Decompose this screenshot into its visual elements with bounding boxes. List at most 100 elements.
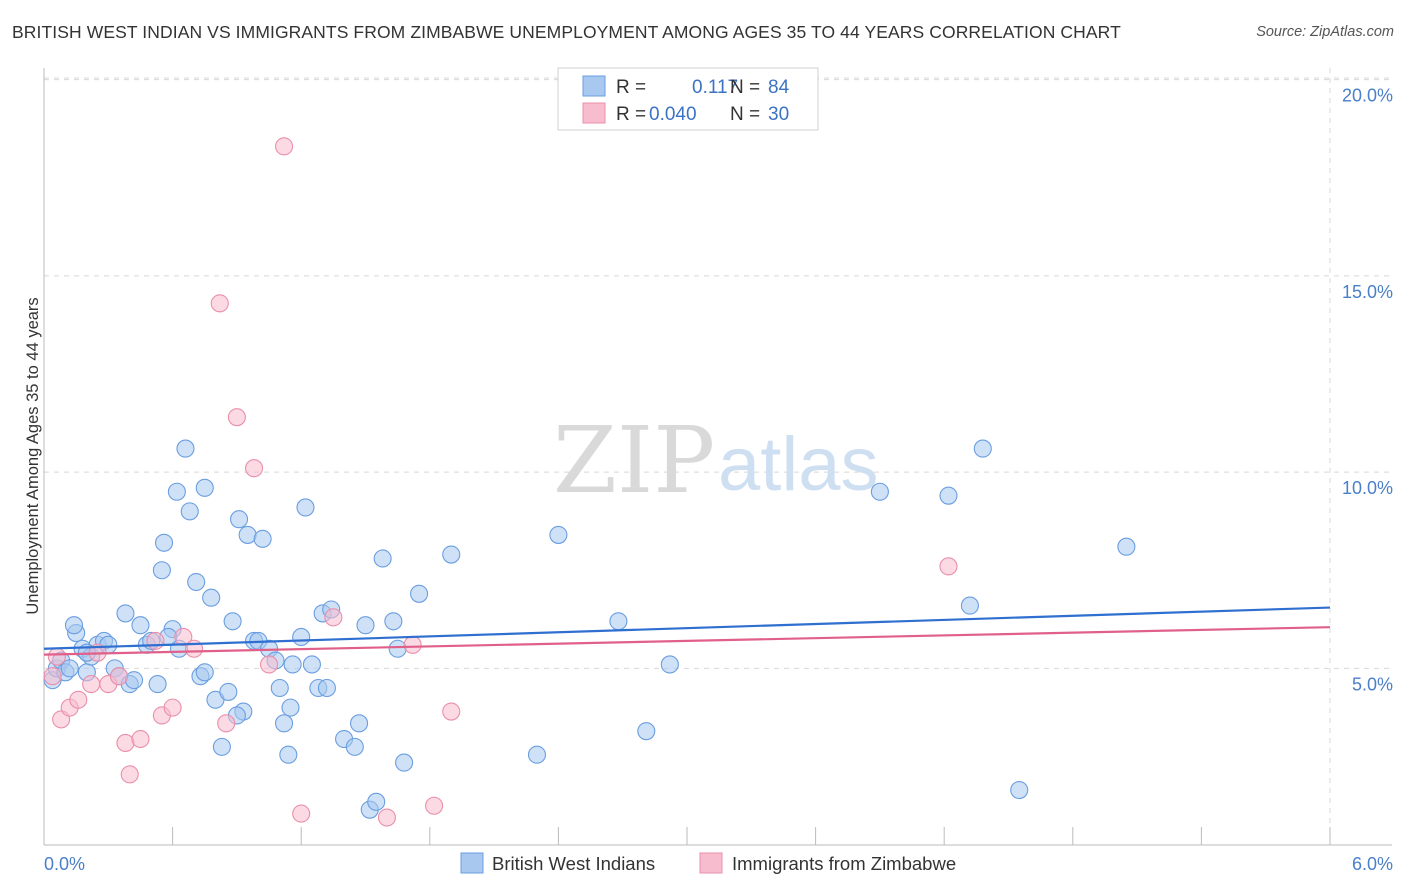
point-immigrants-from-zimbabwe-23: [292, 804, 311, 823]
y-axis-title: Unemployment Among Ages 35 to 44 years: [24, 297, 42, 614]
trend-lines: [43, 606, 1331, 656]
y-tick-label-2: 15.0%: [1342, 282, 1393, 302]
point-british-west-indians-60: [367, 792, 386, 811]
legend-r-value-1: 0.117: [692, 77, 738, 98]
series-immigrants-from-zimbabwe: [43, 137, 958, 827]
point-immigrants-from-zimbabwe-27: [425, 796, 444, 815]
point-british-west-indians-20: [148, 675, 167, 694]
point-immigrants-from-zimbabwe-25: [377, 808, 396, 827]
point-british-west-indians-56: [345, 737, 364, 756]
chart-title: BRITISH WEST INDIAN VS IMMIGRANTS FROM Z…: [12, 22, 1121, 42]
point-immigrants-from-zimbabwe-8: [109, 667, 129, 686]
point-british-west-indians-48: [292, 627, 311, 647]
point-british-west-indians-69: [609, 612, 628, 631]
point-british-west-indians-58: [356, 616, 375, 635]
point-british-west-indians-77: [1117, 537, 1136, 556]
bottom-legend-label-pink: Immigrants from Zimbabwe: [732, 853, 956, 874]
point-british-west-indians-45: [275, 714, 294, 733]
bottom-legend-label-blue: British West Indians: [492, 853, 655, 874]
bottom-legend-swatch-pink: [699, 852, 723, 874]
axes: [43, 68, 1392, 846]
point-british-west-indians-36: [229, 510, 249, 529]
point-british-west-indians-81: [195, 663, 214, 682]
point-immigrants-from-zimbabwe-5: [82, 675, 101, 694]
legend-r-label-1: R =: [616, 77, 646, 98]
point-british-west-indians-53: [317, 678, 336, 698]
point-immigrants-from-zimbabwe-14: [163, 698, 182, 717]
point-immigrants-from-zimbabwe-1: [47, 647, 66, 666]
point-british-west-indians-17: [131, 616, 150, 635]
series-british-west-indians: [43, 439, 1136, 819]
point-immigrants-from-zimbabwe-29: [939, 557, 958, 576]
y-tick-label-3: 20.0%: [1342, 86, 1393, 106]
point-british-west-indians-72: [870, 482, 889, 501]
point-british-west-indians-62: [384, 612, 403, 631]
x-tick-label-0: 0.0%: [44, 854, 85, 874]
legend-swatch-blue: [582, 75, 606, 97]
point-british-west-indians-65: [410, 584, 429, 603]
point-british-west-indians-22: [154, 533, 174, 552]
point-british-west-indians-34: [219, 682, 238, 701]
point-immigrants-from-zimbabwe-17: [210, 294, 229, 313]
point-immigrants-from-zimbabwe-18: [217, 714, 236, 733]
point-british-west-indians-27: [180, 502, 199, 521]
point-british-west-indians-73: [939, 486, 958, 505]
point-british-west-indians-33: [212, 737, 231, 756]
watermark-atlas: atlas: [718, 422, 879, 507]
point-british-west-indians-47: [283, 655, 302, 674]
point-british-west-indians-24: [167, 482, 186, 501]
watermark-zip: ZIP: [553, 407, 715, 514]
point-british-west-indians-68: [549, 525, 568, 544]
point-immigrants-from-zimbabwe-26: [403, 635, 422, 654]
point-british-west-indians-67: [527, 745, 547, 764]
point-british-west-indians-28: [187, 572, 206, 592]
point-immigrants-from-zimbabwe-11: [131, 729, 150, 749]
point-immigrants-from-zimbabwe-12: [146, 631, 165, 650]
legend-n-label-1: N =: [730, 77, 760, 98]
point-british-west-indians-63: [388, 639, 407, 658]
point-immigrants-from-zimbabwe-22: [275, 137, 294, 156]
point-british-west-indians-50: [302, 655, 321, 674]
point-british-west-indians-66: [442, 545, 461, 564]
point-immigrants-from-zimbabwe-0: [43, 667, 62, 686]
point-british-west-indians-4: [60, 659, 79, 678]
point-british-west-indians-71: [660, 655, 679, 674]
x-tick-label-1: 6.0%: [1352, 854, 1393, 874]
point-british-west-indians-61: [373, 549, 392, 568]
tick-labels: 5.0% 10.0% 15.0% 20.0% 0.0% 6.0%: [44, 86, 1393, 874]
point-british-west-indians-31: [202, 588, 221, 607]
legend-n-label-2: N =: [730, 104, 760, 125]
point-british-west-indians-46: [279, 745, 298, 764]
point-immigrants-from-zimbabwe-19: [227, 408, 246, 427]
source-credit: Source: ZipAtlas.com: [1256, 24, 1394, 40]
point-immigrants-from-zimbabwe-9: [116, 733, 135, 753]
point-british-west-indians-74: [960, 596, 979, 615]
point-british-west-indians-44: [270, 678, 289, 698]
legend-n-value-1: 84: [768, 77, 790, 98]
bottom-legend-swatch-blue: [460, 852, 484, 874]
point-british-west-indians-75: [973, 439, 992, 458]
point-british-west-indians-57: [350, 714, 369, 733]
point-british-west-indians-49: [296, 498, 315, 517]
point-immigrants-from-zimbabwe-24: [324, 608, 343, 627]
legend-n-value-2: 30: [768, 104, 789, 125]
point-british-west-indians-79: [64, 616, 84, 635]
watermark: ZIP atlas: [553, 407, 879, 514]
point-immigrants-from-zimbabwe-20: [244, 459, 264, 478]
point-immigrants-from-zimbabwe-21: [259, 655, 279, 674]
point-british-west-indians-21: [152, 561, 171, 580]
trend-line-immigrants-from-zimbabwe: [43, 626, 1331, 656]
point-immigrants-from-zimbabwe-4: [69, 690, 88, 709]
point-british-west-indians-64: [395, 753, 414, 772]
point-british-west-indians-70: [637, 722, 656, 741]
point-british-west-indians-30: [195, 478, 214, 497]
point-british-west-indians-38: [238, 525, 257, 544]
legend-box: R = 0.117 N = 84 R = 0.040 N = 30: [557, 67, 819, 131]
trend-line-british-west-indians: [43, 606, 1331, 650]
point-british-west-indians-83: [281, 698, 300, 717]
point-british-west-indians-41: [253, 529, 272, 548]
point-british-west-indians-76: [1010, 780, 1029, 800]
point-british-west-indians-16: [124, 671, 144, 690]
bottom-legend: British West Indians Immigrants from Zim…: [460, 852, 956, 874]
